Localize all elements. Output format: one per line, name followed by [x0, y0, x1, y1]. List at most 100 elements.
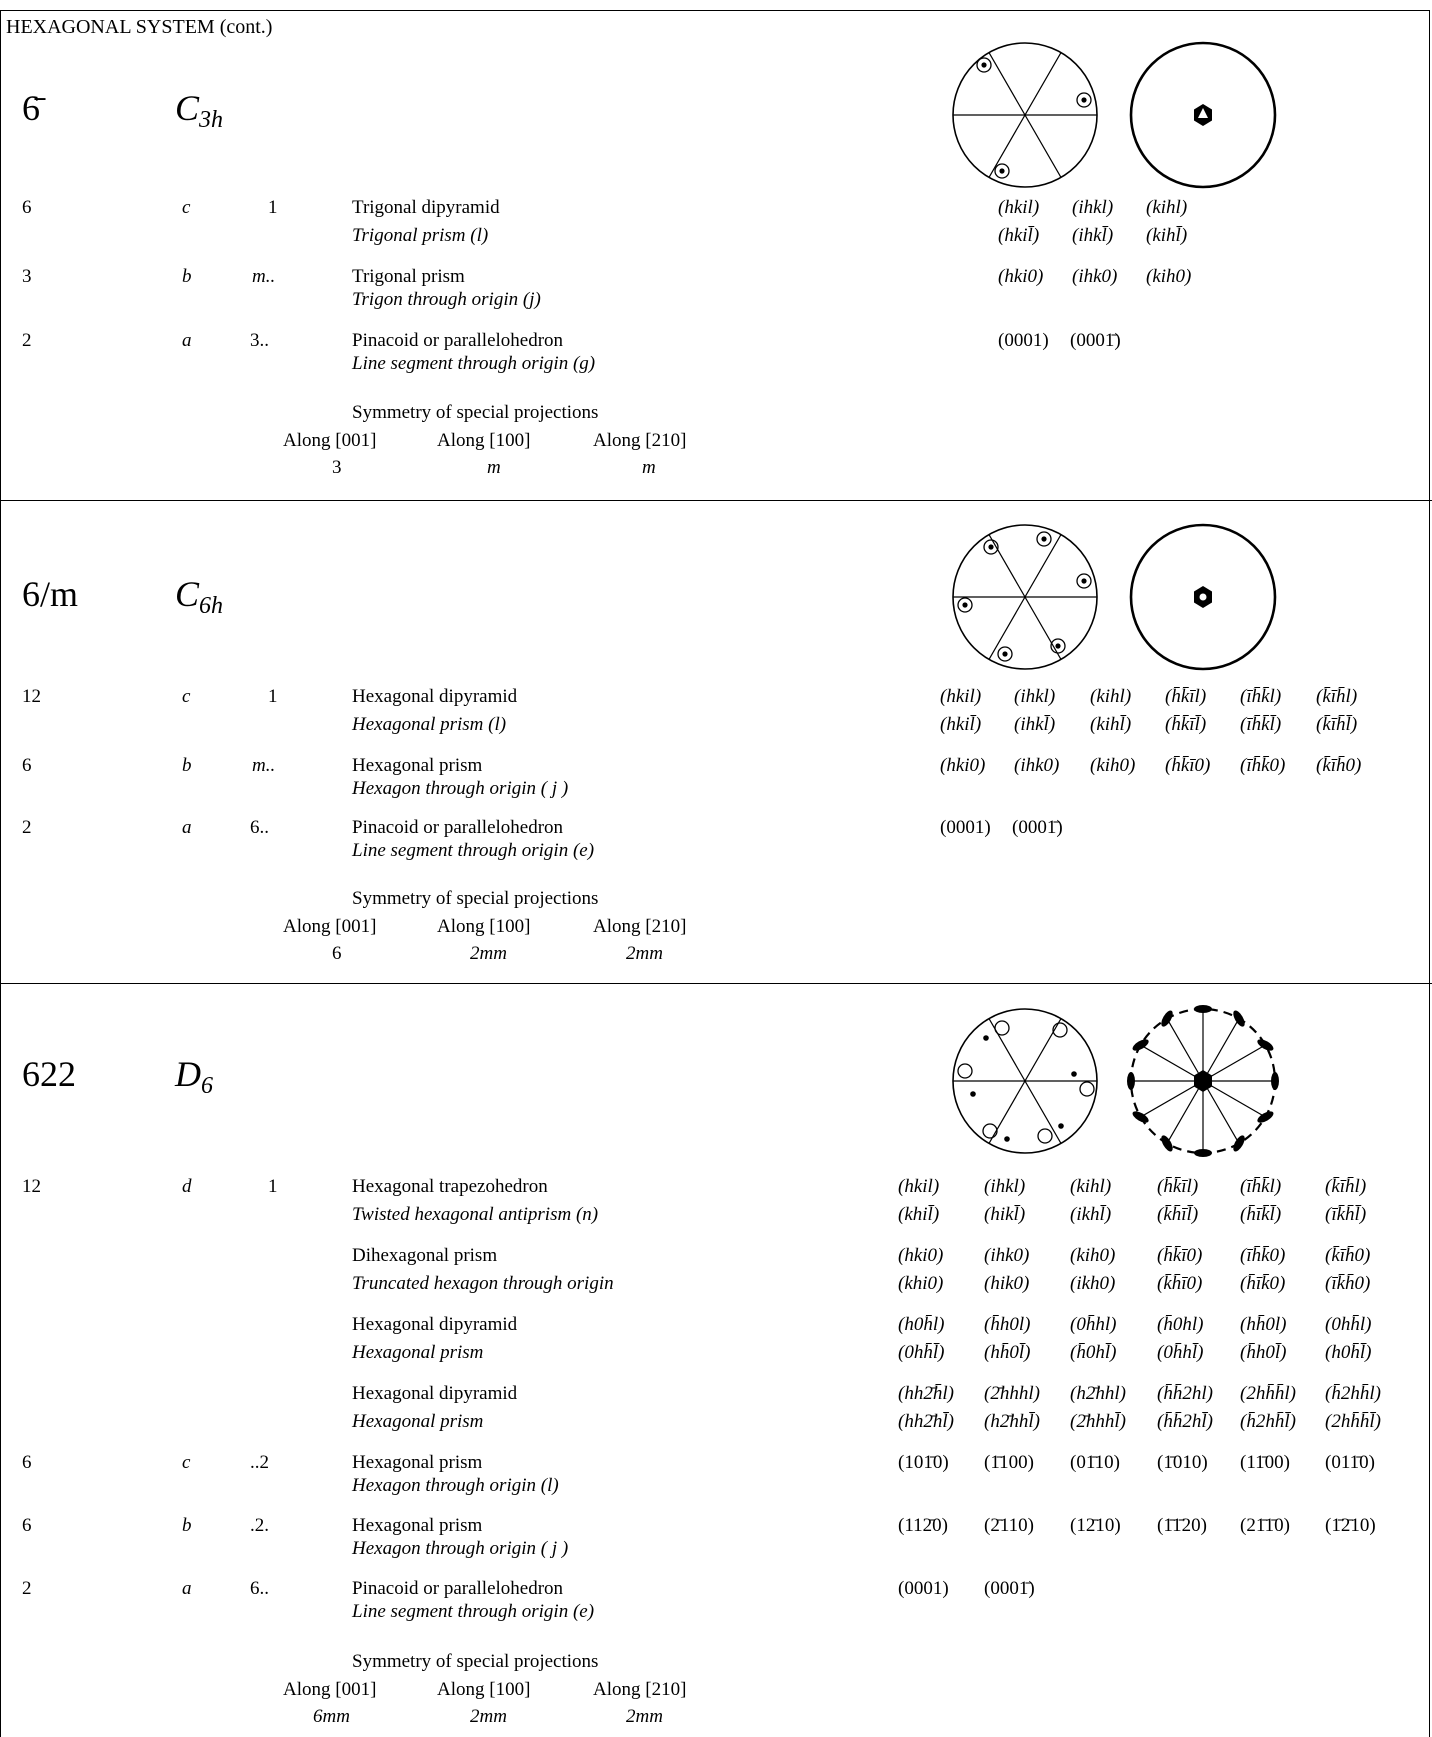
- projection-label: Along [100]: [437, 916, 531, 937]
- miller-indices: (hikl̄): [984, 1204, 1026, 1225]
- miller-indices: (101̄0): [898, 1452, 949, 1473]
- wyckoff-letter: b: [182, 1515, 192, 1536]
- miller-indices: (ikh0): [1070, 1273, 1116, 1294]
- wyckoff-letter: c: [182, 686, 191, 707]
- miller-indices: (2̄110): [984, 1515, 1034, 1536]
- stereogram-symmetry-elements: [1127, 1005, 1279, 1157]
- face-form-name: Hexagonal dipyramid: [352, 1383, 518, 1404]
- miller-indices: (ihkl): [984, 1176, 1026, 1197]
- schoenflies-symbol: C6h: [175, 574, 224, 619]
- miller-indices: (h2̄hhl̄): [984, 1411, 1040, 1432]
- wyckoff-letter: a: [182, 817, 192, 838]
- miller-indices: (kihl̄): [1090, 714, 1132, 735]
- miller-indices: (h̄k̄ī0): [1165, 755, 1211, 776]
- projection-symmetry: 2mm: [626, 943, 663, 964]
- miller-indices: (0h̄hl̄): [1157, 1342, 1204, 1363]
- multiplicity: 2: [22, 1578, 32, 1599]
- face-form-name: Hexagonal dipyramid: [352, 686, 518, 707]
- site-symmetry: 1: [268, 197, 278, 218]
- multiplicity: 2: [22, 817, 32, 838]
- wyckoff-letter: a: [182, 1578, 192, 1599]
- point-group-symbol: 622: [22, 1054, 76, 1094]
- face-form-name: Trigonal prism: [352, 266, 465, 287]
- multiplicity: 12: [22, 1176, 41, 1197]
- miller-indices: (0001̄): [984, 1578, 1035, 1599]
- page-title: HEXAGONAL SYSTEM (cont.): [6, 16, 272, 38]
- point-form-name: Hexagon through origin ( j ): [352, 778, 569, 799]
- point-form-name: Hexagon through origin (l): [352, 1475, 559, 1496]
- site-symmetry: 6..: [250, 1578, 269, 1599]
- site-symmetry: ..2: [250, 1452, 269, 1473]
- miller-indices: (ihkl): [1014, 686, 1056, 707]
- miller-indices: (hkil): [898, 1176, 940, 1197]
- point-form-name: Line segment through origin (g): [352, 353, 596, 374]
- miller-indices: (2̄hhhl̄): [1070, 1411, 1126, 1432]
- point-group-symbol: 6/m: [22, 574, 79, 614]
- miller-indices: (hh̄0l̄): [984, 1342, 1031, 1363]
- projection-symmetry: 6mm: [313, 1706, 350, 1727]
- face-form-name: Dihexagonal prism: [352, 1245, 498, 1266]
- site-symmetry: .2.: [250, 1515, 269, 1536]
- projection-label: Along [001]: [283, 430, 377, 451]
- miller-indices: (hki0): [898, 1245, 944, 1266]
- miller-indices: (h̄īk̄0): [1240, 1273, 1286, 1294]
- wyckoff-letter: c: [182, 197, 191, 218]
- projection-symmetry: 6: [332, 943, 342, 964]
- projection-label: Along [001]: [283, 1679, 377, 1700]
- face-form-name: Trigonal dipyramid: [352, 197, 500, 218]
- miller-indices: (k̄īh̄l̄): [1316, 714, 1358, 735]
- miller-indices: (īh̄k̄0): [1240, 755, 1286, 776]
- miller-indices: (112̄0): [898, 1515, 948, 1536]
- miller-indices: (hkil): [998, 197, 1040, 218]
- point-form-name: Truncated hexagon through origin: [352, 1273, 614, 1294]
- miller-indices: (0001̄): [1012, 817, 1063, 838]
- miller-indices: (hkil): [940, 686, 982, 707]
- miller-indices: (1̄1̄20): [1157, 1515, 1207, 1536]
- miller-indices: (khi0): [898, 1273, 944, 1294]
- face-form-name: Hexagonal trapezohedron: [352, 1176, 548, 1197]
- miller-indices: (0001): [998, 330, 1049, 351]
- miller-indices: (k̄īh̄l): [1316, 686, 1358, 707]
- stereogram-general-positions: [952, 42, 1098, 188]
- site-symmetry: 1: [268, 686, 278, 707]
- site-symmetry: 6..: [250, 817, 269, 838]
- miller-indices: (h̄h0l̄): [1240, 1342, 1287, 1363]
- miller-indices: (kihl): [1090, 686, 1132, 707]
- miller-indices: (01̄10): [1070, 1452, 1120, 1473]
- projections-title: Symmetry of special projections: [352, 402, 599, 423]
- miller-indices: (k̄h̄īl̄): [1157, 1204, 1199, 1225]
- miller-indices: (ihkl̄): [1072, 225, 1114, 246]
- miller-indices: (hkil̄): [940, 714, 982, 735]
- wyckoff-letter: b: [182, 755, 192, 776]
- point-form-name: Hexagon through origin ( j ): [352, 1538, 569, 1559]
- miller-indices: (hh2̄hl̄): [898, 1411, 954, 1432]
- point-form-name: Hexagonal prism (l): [352, 714, 507, 735]
- miller-indices: (ihk0): [984, 1245, 1030, 1266]
- multiplicity: 6: [22, 1515, 32, 1536]
- face-form-name: Hexagonal prism: [352, 1452, 483, 1473]
- miller-indices: (h0h̄l̄): [1325, 1342, 1372, 1363]
- miller-indices: (ikhl̄): [1070, 1204, 1112, 1225]
- miller-indices: (ihk0): [1072, 266, 1118, 287]
- miller-indices: (12̄10): [1070, 1515, 1121, 1536]
- miller-indices: (h̄2hh̄l): [1325, 1383, 1381, 1404]
- miller-indices: (2hh̄h̄l̄): [1325, 1411, 1381, 1432]
- projection-symmetry: 2mm: [470, 943, 507, 964]
- miller-indices: (kih0): [1070, 1245, 1116, 1266]
- miller-indices: (h̄k̄īl): [1157, 1176, 1199, 1197]
- projection-symmetry: 2mm: [626, 1706, 663, 1727]
- face-form-name: Hexagonal dipyramid: [352, 1314, 518, 1335]
- face-form-name: Hexagonal prism: [352, 1515, 483, 1536]
- miller-indices: (0001): [898, 1578, 949, 1599]
- miller-indices: (īh̄k̄0): [1240, 1245, 1286, 1266]
- miller-indices: (21̄1̄0): [1240, 1515, 1290, 1536]
- projections-title: Symmetry of special projections: [352, 888, 599, 909]
- point-form-name: Line segment through origin (e): [352, 1601, 595, 1622]
- miller-indices: (0001): [940, 817, 991, 838]
- miller-indices: (2hh̄h̄l): [1240, 1383, 1296, 1404]
- miller-indices: (1̄2̄10): [1325, 1515, 1376, 1536]
- site-symmetry: 3..: [250, 330, 269, 351]
- miller-indices: (0001̄): [1070, 330, 1121, 351]
- miller-indices: (h̄h0l): [984, 1314, 1031, 1335]
- wyckoff-letter: b: [182, 266, 192, 287]
